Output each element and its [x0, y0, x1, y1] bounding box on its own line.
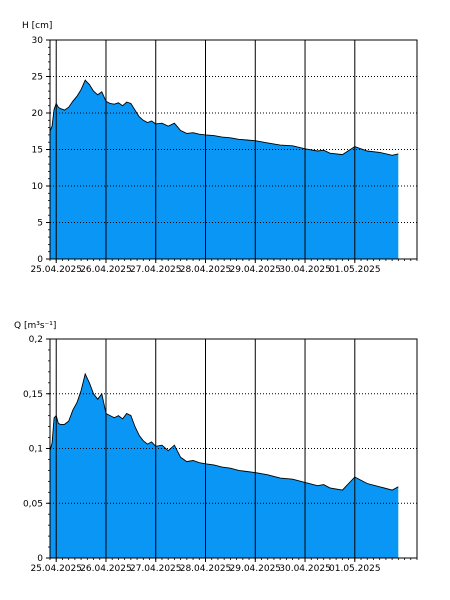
- plot-frame: [49, 39, 418, 260]
- y-tick-label: 20: [32, 109, 44, 119]
- water-level-chart: 0 5 10 15 20 25 30 25.04.202526.04.202527.04.20…: [22, 21, 418, 275]
- y-tick-label: 0,2: [29, 335, 43, 345]
- y-tick-label: 0: [37, 255, 43, 265]
- y-tick-label: 0,15: [23, 390, 43, 400]
- y-tick-label: 0,05: [23, 499, 43, 509]
- x-tick-label: 30.04.2025: [279, 564, 331, 574]
- x-tick-label: 28.04.2025: [180, 564, 232, 574]
- discharge-chart: 0 0,05 0,1 0,15 0,2 25.04.202526.04.202527.04…: [14, 321, 418, 574]
- y-tick-label: 5: [37, 219, 43, 229]
- y-tick-label: 10: [32, 182, 44, 192]
- y-tick-label: 15: [32, 146, 43, 156]
- x-tick-label: 27.04.2025: [130, 265, 182, 275]
- x-tick-label: 25.04.2025: [30, 564, 82, 574]
- y-axis-title: H [cm]: [22, 21, 52, 31]
- y-tick-label: 25: [32, 73, 43, 83]
- x-tick-label: 30.04.2025: [279, 265, 331, 275]
- x-tick-label: 28.04.2025: [180, 265, 232, 275]
- x-tick-label: 29.04.2025: [230, 564, 282, 574]
- area-fill: [50, 80, 399, 259]
- y-tick-label: 0: [37, 554, 43, 564]
- area-outline: [49, 372, 399, 491]
- area-fill: [50, 374, 399, 558]
- x-tick-label: 01.05.2025: [329, 265, 381, 275]
- y-axis-title: Q [m³s⁻¹]: [14, 321, 56, 331]
- x-tick-label: 29.04.2025: [230, 265, 282, 275]
- y-tick-label: 0,1: [29, 445, 43, 455]
- x-tick-label: 26.04.2025: [80, 564, 132, 574]
- plot-frame: [49, 338, 418, 559]
- area-outline: [49, 79, 399, 156]
- x-tick-label: 27.04.2025: [130, 564, 182, 574]
- x-tick-label: 01.05.2025: [329, 564, 381, 574]
- x-tick-label: 25.04.2025: [30, 265, 82, 275]
- y-tick-label: 30: [32, 36, 44, 46]
- x-tick-label: 26.04.2025: [80, 265, 132, 275]
